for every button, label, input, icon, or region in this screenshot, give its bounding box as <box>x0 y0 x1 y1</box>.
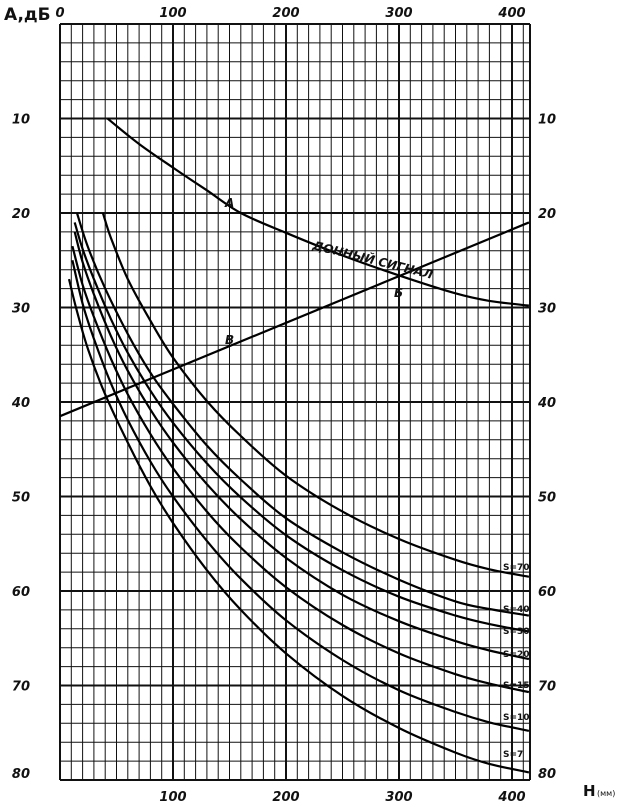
bottom-tick-label: 100 <box>159 790 186 805</box>
back-wall-signal-curve <box>106 117 530 307</box>
series-label: S=7 <box>503 750 523 760</box>
left-tick-label: 20 <box>12 207 30 222</box>
left-tick-label: 30 <box>12 302 30 317</box>
x-axis-label: H <box>583 782 596 800</box>
top-tick-label: 100 <box>159 6 186 21</box>
point-label-a: A <box>224 196 234 210</box>
series-label: S=40 <box>503 605 530 615</box>
point-label-v: В <box>225 333 234 347</box>
series-label: S=20 <box>503 650 530 660</box>
bottom-tick-label: 200 <box>272 790 299 805</box>
series-line <box>101 212 530 578</box>
right-tick-label: 40 <box>537 396 556 411</box>
right-tick-label: 20 <box>538 207 556 222</box>
left-tick-label: 10 <box>12 113 30 128</box>
top-tick-label: 300 <box>385 6 412 21</box>
tick-labels: 0 100 200 300 400 100 200 300 400 10 20 30 40 50 60 70 8… <box>11 6 556 805</box>
right-tick-label: 80 <box>538 767 556 782</box>
bottom-tick-label: 400 <box>497 790 525 805</box>
series-label: S=10 <box>503 713 530 723</box>
curve-label: ДОННЫЙ СИГНАЛ <box>310 237 434 282</box>
top-tick-label: 400 <box>497 6 525 21</box>
chart-lines <box>59 117 530 774</box>
series-label: S=30 <box>503 627 530 637</box>
series-line <box>73 222 530 633</box>
right-tick-label: 50 <box>538 491 556 506</box>
right-tick-label: 70 <box>538 680 556 695</box>
chart-grid <box>59 23 531 781</box>
left-tick-label: 40 <box>11 396 30 411</box>
left-tick-label: 80 <box>12 767 30 782</box>
bottom-tick-label: 300 <box>385 790 412 805</box>
top-tick-label: 200 <box>272 6 299 21</box>
series-line <box>75 212 530 617</box>
right-tick-label: 60 <box>538 585 556 600</box>
series-label: S=15 <box>503 681 530 691</box>
series-line <box>71 245 530 694</box>
left-tick-label: 70 <box>12 680 30 695</box>
series-line <box>67 278 530 774</box>
left-tick-label: 50 <box>12 491 30 506</box>
series-label: S=70 <box>503 563 530 573</box>
left-tick-label: 60 <box>12 585 30 600</box>
x-axis-unit: (мм) <box>597 789 615 798</box>
right-tick-label: 30 <box>538 302 556 317</box>
top-tick-label: 0 <box>55 6 64 21</box>
straight-reference-line <box>59 221 530 418</box>
point-label-b: Б <box>394 286 403 300</box>
y-axis-label: A,дБ <box>4 5 51 25</box>
right-tick-label: 10 <box>538 113 556 128</box>
series-line <box>71 260 530 732</box>
series-line <box>73 231 530 661</box>
